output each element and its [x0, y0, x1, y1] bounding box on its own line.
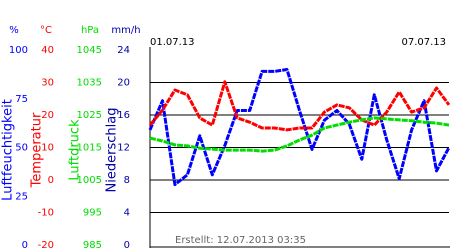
x-label-end: 07.07.13	[401, 37, 446, 48]
y-tick-label: 1025	[77, 110, 102, 121]
y-tick-label: 25	[15, 191, 28, 202]
y-tick-label: 30	[41, 78, 54, 89]
y-tick-label: 1035	[77, 78, 102, 89]
y-tick-label: 0	[124, 240, 130, 250]
y-tick-label: 8	[124, 175, 130, 186]
y-tick-label: 10	[41, 143, 54, 154]
y-tick-label: 20	[41, 110, 54, 121]
y-tick-label: 0	[22, 240, 28, 250]
y-tick-label: 24	[117, 45, 130, 56]
y-tick-label: 1005	[77, 175, 102, 186]
y-tick-label: 995	[83, 208, 102, 219]
axis-title: Luftdruck	[68, 119, 83, 181]
axis-unit: hPa	[81, 25, 99, 36]
axis-unit: %	[9, 25, 19, 36]
y-tick-label: 0	[48, 175, 54, 186]
y-tick-label: 1045	[77, 45, 102, 56]
data-line	[148, 80, 450, 132]
y-tick-label: -10	[38, 208, 54, 219]
y-tick-label: -20	[38, 240, 54, 250]
y-tick-label: 16	[117, 110, 130, 121]
axis-title: Niederschlag	[105, 108, 120, 193]
y-tick-label: 4	[124, 208, 130, 219]
y-tick-label: 40	[41, 45, 54, 56]
y-tick-label: 985	[83, 240, 102, 250]
axis-title: Luftfeuchtigkeit	[1, 99, 16, 201]
axis-unit: mm/h	[111, 25, 140, 36]
data-line	[148, 68, 450, 187]
y-tick-label: 100	[9, 45, 28, 56]
y-tick-label: 20	[117, 78, 130, 89]
created-note: Erstellt: 12.07.2013 03:35	[175, 235, 306, 246]
axis-title: Temperatur	[30, 112, 45, 188]
y-tick-label: 75	[15, 94, 28, 105]
y-tick-label: 50	[15, 143, 28, 154]
x-label-start: 01.07.13	[150, 37, 195, 48]
data-line	[149, 116, 450, 153]
axis-unit: °C	[40, 25, 52, 36]
y-tick-label: 12	[117, 143, 130, 154]
y-tick-label: 1015	[77, 143, 102, 154]
